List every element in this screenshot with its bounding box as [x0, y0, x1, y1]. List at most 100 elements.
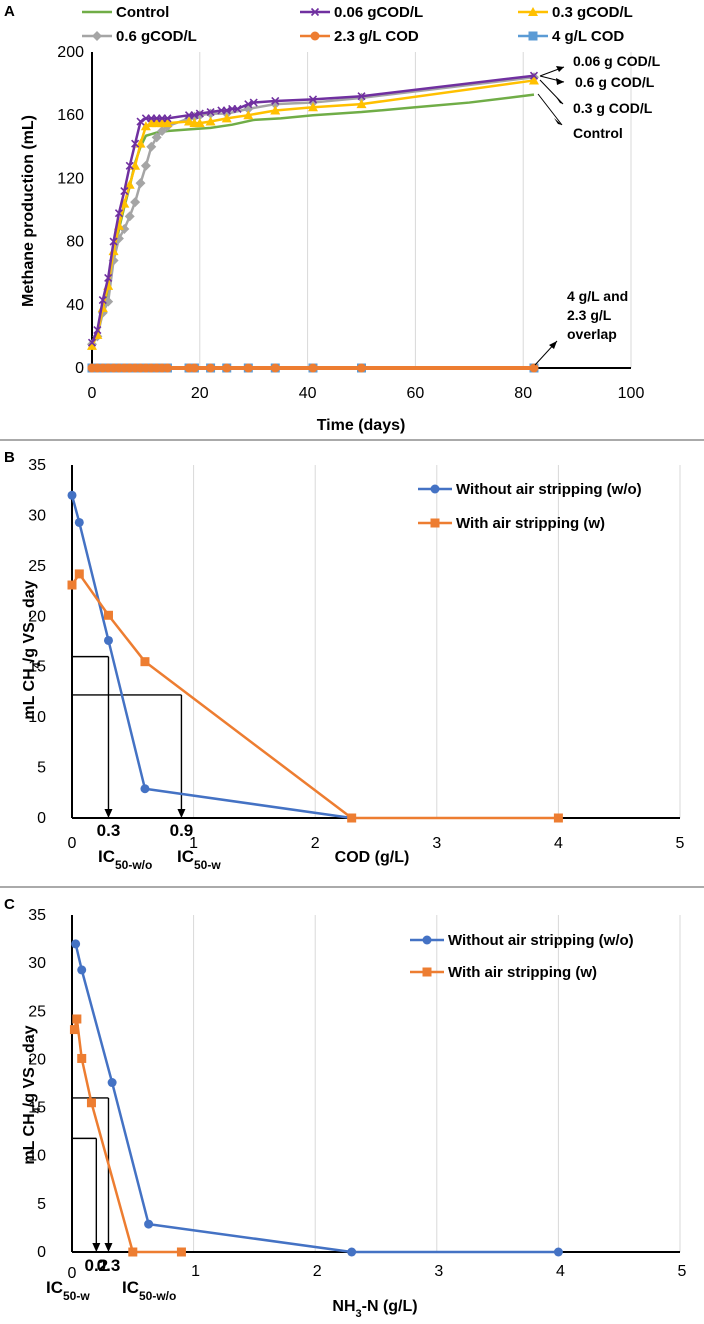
a-point-0-06-gcod-l — [308, 95, 318, 104]
a-point-0-06-gcod-l — [109, 237, 118, 246]
a-point-0-06-gcod-l — [98, 295, 107, 305]
a-point-0-06-gcod-l — [114, 209, 124, 218]
a-point-0-06-gcod-l — [233, 104, 242, 113]
a-point-0-3-gcod-l — [140, 121, 151, 131]
c-point-with-air-stripping-w — [77, 1053, 87, 1063]
c-xtick-label: 5 — [678, 1263, 687, 1280]
a-ytick-label: 160 — [57, 107, 84, 124]
b-xtick-label: 5 — [676, 835, 685, 852]
c-line-without-air-stripping-w-o — [74, 943, 559, 1254]
b-legend-marker-without-air-stripping-w-o — [430, 484, 440, 494]
chart-c-xlabel-post: -N (g/L) — [362, 1298, 418, 1315]
a-point-2-3-g-l-cod — [206, 363, 216, 373]
chart-a-legend: Control 0.06 gCOD/L 0.3 gCOD/L 0.6 gCOD/L 2.… — [82, 4, 633, 45]
b-point-with-air-stripping-w — [67, 580, 77, 590]
c-series-with-air-stripping-w — [69, 1014, 186, 1257]
a-legend-label-0-3-gcod-l: 0.3 gCOD/L — [552, 4, 633, 21]
b-xtick-label: 0 — [68, 835, 77, 852]
a-point-0-06-gcod-l — [163, 114, 172, 123]
a-series-0-06-gcod-l — [87, 71, 539, 347]
a-legend-label-2-3-g-l-cod: 2.3 g/L COD — [334, 28, 419, 45]
a-legend-marker-0-6-gcod-l — [92, 31, 102, 41]
a-point-2-3-g-l-cod — [189, 363, 199, 373]
c-series-without-air-stripping-w-o — [71, 939, 563, 1257]
chart-c-xlabel: NH3-N (g/L) — [332, 1298, 417, 1320]
a-point-0-3-gcod-l — [270, 105, 281, 115]
annot-arrow-control — [537, 93, 563, 126]
a-legend-label-4-g-l-cod: 4 g/L COD — [552, 28, 624, 45]
chart-b-ylabel: mL CH4/g VS - day — [21, 580, 43, 719]
a-point-0-6-gcod-l — [140, 160, 151, 171]
c-xtick-label: 3 — [434, 1263, 443, 1280]
a-point-0-3-gcod-l — [130, 160, 141, 170]
c-ic50-label-1: IC50-w/o — [122, 1278, 176, 1303]
c-ytick-label: 30 — [28, 955, 46, 972]
b-point-with-air-stripping-w — [347, 813, 357, 823]
b-ic50-value-1: 0.9 — [170, 821, 194, 840]
c-point-without-air-stripping-w-o — [553, 1247, 563, 1257]
panel-label-a: A — [4, 3, 15, 20]
chart-c-ticks: 0 5 10 15 20 25 30 35 1 2 3 4 5 — [28, 907, 686, 1280]
chart-b-ylabel-pre: mL CH — [21, 668, 38, 719]
a-xtick-label: 100 — [618, 385, 645, 402]
chart-c-ylabel-sub: 4 — [31, 1106, 43, 1113]
c-ic50-label-1-main: IC — [122, 1278, 139, 1297]
a-point-0-3-gcod-l — [307, 102, 318, 112]
a-point-0-06-gcod-l — [104, 273, 113, 283]
c-legend-label-without-air-stripping-w-o: Without air stripping (w/o) — [448, 932, 634, 949]
chart-c-xlabel-pre: NH — [332, 1298, 355, 1315]
chart-a-ylabel: Methane production (mL) — [20, 115, 37, 307]
a-point-0-06-gcod-l — [136, 117, 145, 126]
b-ic50-label-1: IC50-w — [177, 847, 221, 872]
b-ytick-label: 15 — [28, 659, 46, 676]
chart-a-xlabel: Time (days) — [317, 417, 406, 434]
chart-c-xtick-0: 0 — [68, 1265, 77, 1282]
a-point-2-3-g-l-cod — [529, 363, 539, 373]
c-point-without-air-stripping-w-o — [71, 939, 81, 949]
a-point-0-06-gcod-l — [249, 98, 258, 107]
c-point-without-air-stripping-w-o — [77, 965, 87, 975]
c-point-without-air-stripping-w-o — [107, 1078, 117, 1088]
b-point-with-air-stripping-w — [103, 610, 113, 620]
b-ytick-label: 10 — [28, 709, 46, 726]
c-point-with-air-stripping-w — [72, 1014, 82, 1024]
b-ytick-label: 30 — [28, 507, 46, 524]
c-point-without-air-stripping-w-o — [347, 1247, 357, 1257]
chart-a-ticks: 0 40 80 120 160 200 0 20 40 60 80 100 — [57, 44, 644, 402]
a-ytick-label: 80 — [66, 234, 84, 251]
annot-arrowhead-control — [554, 118, 562, 125]
annot-overlap-line2: 2.3 g/L — [567, 307, 612, 323]
chart-b-series — [67, 490, 563, 823]
a-legend-marker-0-3-gcod-l — [528, 7, 538, 16]
annot-control: Control — [573, 125, 623, 141]
c-ytick-label: 35 — [28, 907, 46, 924]
chart-c-ylabel-pre: mL CH — [21, 1113, 38, 1164]
b-ic50-label-0-main: IC — [98, 847, 115, 866]
chart-a-annotations: 0.06 g COD/L 0.6 g COD/L 0.3 g COD/L Con… — [534, 53, 661, 366]
b-ic50-arrowhead-1 — [177, 809, 186, 818]
a-point-0-06-gcod-l — [529, 71, 539, 80]
a-ytick-label: 40 — [66, 297, 84, 314]
c-point-with-air-stripping-w — [128, 1247, 138, 1257]
a-xtick-label: 40 — [299, 385, 317, 402]
b-series-with-air-stripping-w — [67, 569, 563, 823]
a-point-0-3-gcod-l — [87, 340, 97, 350]
chart-b-ylabel-post: /g VS - day — [21, 580, 38, 662]
a-point-0-3-gcod-l — [162, 118, 173, 128]
a-point-0-3-gcod-l — [205, 116, 216, 126]
a-point-0-3-gcod-l — [243, 110, 254, 120]
a-series-2-3-g-l-cod — [87, 363, 539, 373]
c-point-without-air-stripping-w-o — [144, 1219, 154, 1229]
annot-arrowhead-0-06 — [556, 66, 564, 72]
annot-0-06: 0.06 g COD/L — [573, 53, 661, 69]
a-xtick-label: 20 — [191, 385, 209, 402]
c-ytick-label: 5 — [37, 1196, 46, 1213]
a-point-0-6-gcod-l — [135, 178, 146, 189]
a-point-0-06-gcod-l — [206, 107, 215, 117]
c-line-with-air-stripping-w — [73, 1017, 182, 1254]
c-ytick-label: 20 — [28, 1051, 46, 1068]
c-xtick-label: 1 — [191, 1263, 200, 1280]
